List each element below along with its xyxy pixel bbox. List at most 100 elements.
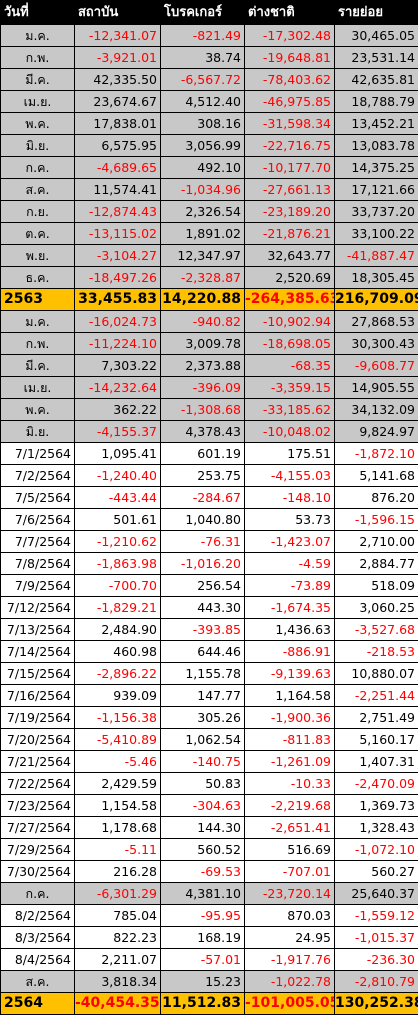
cell-institution: 822.23	[75, 927, 161, 949]
cell-foreign: 53.73	[245, 509, 335, 531]
cell-retail: -9,608.77	[335, 355, 418, 377]
cell-foreign: -811.83	[245, 729, 335, 751]
cell-foreign: -22,716.75	[245, 135, 335, 157]
cell-broker: 2,373.88	[161, 355, 245, 377]
cell-retail: 13,452.21	[335, 113, 418, 135]
cell-retail: -1,872.10	[335, 443, 418, 465]
cell-foreign: -3,359.15	[245, 377, 335, 399]
cell-broker: 144.30	[161, 817, 245, 839]
cell-retail: 5,141.68	[335, 465, 418, 487]
cell-institution: 460.98	[75, 641, 161, 663]
cell-institution: -13,115.02	[75, 223, 161, 245]
cell-broker: -284.67	[161, 487, 245, 509]
cell-broker: 14,220.88	[161, 289, 245, 311]
cell-broker: 253.75	[161, 465, 245, 487]
cell-date: ก.ค.	[1, 157, 75, 179]
cell-foreign: -31,598.34	[245, 113, 335, 135]
cell-broker: 560.52	[161, 839, 245, 861]
cell-date: ม.ค.	[1, 311, 75, 333]
cell-date: พ.ค.	[1, 399, 75, 421]
cell-institution: -6,301.29	[75, 883, 161, 905]
cell-date: พ.ย.	[1, 245, 75, 267]
cell-retail: 2,884.77	[335, 553, 418, 575]
cell-foreign: 516.69	[245, 839, 335, 861]
cell-date: 7/8/2564	[1, 553, 75, 575]
cell-institution: -14,232.64	[75, 377, 161, 399]
cell-retail: -2,251.44	[335, 685, 418, 707]
cell-institution: -18,497.26	[75, 267, 161, 289]
cell-date: 8/2/2564	[1, 905, 75, 927]
header-foreign: ต่างชาติ	[245, 1, 335, 25]
cell-foreign: 1,164.58	[245, 685, 335, 707]
cell-foreign: -707.01	[245, 861, 335, 883]
cell-institution: 23,674.67	[75, 91, 161, 113]
cell-retail: 216,709.09	[335, 289, 418, 311]
cell-foreign: -19,648.81	[245, 47, 335, 69]
cell-date: 8/4/2564	[1, 949, 75, 971]
cell-foreign: -1,022.78	[245, 971, 335, 993]
cell-foreign: -21,876.21	[245, 223, 335, 245]
cell-broker: -821.49	[161, 25, 245, 47]
cell-retail: -2,470.09	[335, 773, 418, 795]
cell-retail: 1,328.43	[335, 817, 418, 839]
cell-foreign: -23,720.14	[245, 883, 335, 905]
cell-institution: 2,211.07	[75, 949, 161, 971]
cell-foreign: -10.33	[245, 773, 335, 795]
cell-retail: 14,375.25	[335, 157, 418, 179]
cell-foreign: -27,661.13	[245, 179, 335, 201]
cell-institution: 785.04	[75, 905, 161, 927]
cell-date: 7/23/2564	[1, 795, 75, 817]
cell-foreign: -9,139.63	[245, 663, 335, 685]
cell-date: ส.ค.	[1, 971, 75, 993]
cell-broker: 38.74	[161, 47, 245, 69]
cell-institution: -700.70	[75, 575, 161, 597]
cell-institution: -12,341.07	[75, 25, 161, 47]
cell-foreign: -2,651.41	[245, 817, 335, 839]
cell-broker: -393.85	[161, 619, 245, 641]
cell-institution: 2,429.59	[75, 773, 161, 795]
cell-institution: -443.44	[75, 487, 161, 509]
cell-broker: 1,062.54	[161, 729, 245, 751]
cell-date: 7/7/2564	[1, 531, 75, 553]
cell-retail: -1,559.12	[335, 905, 418, 927]
cell-broker: 601.19	[161, 443, 245, 465]
cell-institution: -5.46	[75, 751, 161, 773]
cell-date: 2563	[1, 289, 75, 311]
cell-institution: -5,410.89	[75, 729, 161, 751]
cell-broker: 4,512.40	[161, 91, 245, 113]
cell-retail: -1,015.37	[335, 927, 418, 949]
cell-broker: 1,155.78	[161, 663, 245, 685]
cell-institution: -3,104.27	[75, 245, 161, 267]
cell-retail: 23,531.14	[335, 47, 418, 69]
cell-broker: 308.16	[161, 113, 245, 135]
cell-broker: -304.63	[161, 795, 245, 817]
cell-institution: 1,154.58	[75, 795, 161, 817]
cell-institution: -3,921.01	[75, 47, 161, 69]
cell-institution: -1,863.98	[75, 553, 161, 575]
cell-retail: 10,880.07	[335, 663, 418, 685]
cell-institution: 362.22	[75, 399, 161, 421]
cell-retail: 14,905.55	[335, 377, 418, 399]
cell-retail: -1,072.10	[335, 839, 418, 861]
cell-date: มิ.ย.	[1, 135, 75, 157]
header-broker: โบรคเกอร์	[161, 1, 245, 25]
cell-broker: -396.09	[161, 377, 245, 399]
cell-foreign: -148.10	[245, 487, 335, 509]
cell-retail: 3,060.25	[335, 597, 418, 619]
cell-date: ก.พ.	[1, 47, 75, 69]
cell-retail: 5,160.17	[335, 729, 418, 751]
cell-foreign: -18,698.05	[245, 333, 335, 355]
